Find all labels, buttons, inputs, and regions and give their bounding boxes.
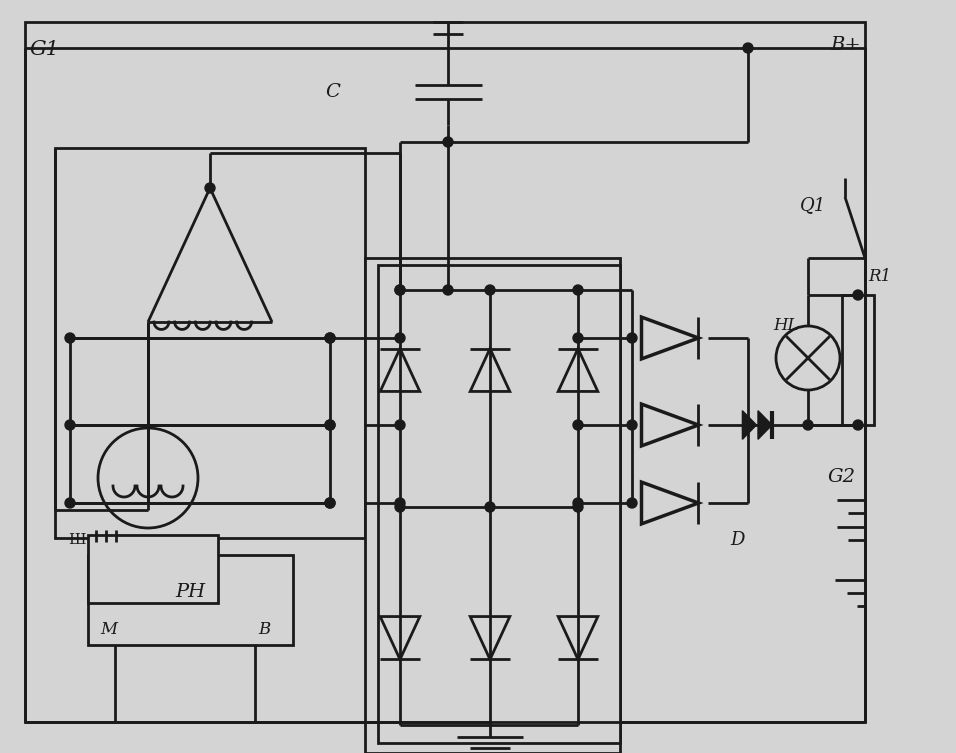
Circle shape — [573, 498, 583, 508]
Circle shape — [485, 285, 495, 295]
Polygon shape — [743, 410, 756, 439]
Circle shape — [573, 285, 583, 295]
Circle shape — [395, 498, 405, 508]
Circle shape — [853, 290, 863, 300]
Circle shape — [395, 285, 405, 295]
Circle shape — [627, 498, 637, 508]
Text: G2: G2 — [828, 468, 856, 486]
Circle shape — [325, 333, 335, 343]
Bar — [842, 295, 874, 425]
Circle shape — [395, 420, 405, 430]
Circle shape — [803, 420, 813, 430]
Text: HL: HL — [773, 316, 798, 334]
Circle shape — [627, 333, 637, 343]
Circle shape — [395, 502, 405, 512]
Bar — [378, 265, 620, 743]
Text: Q1: Q1 — [800, 196, 826, 214]
Circle shape — [65, 498, 75, 508]
Circle shape — [743, 420, 753, 430]
Text: B: B — [258, 621, 271, 639]
Circle shape — [325, 420, 335, 430]
Circle shape — [573, 420, 583, 430]
Text: G1: G1 — [30, 40, 60, 59]
Text: M: M — [100, 621, 117, 639]
Circle shape — [205, 183, 215, 193]
Circle shape — [325, 498, 335, 508]
Polygon shape — [758, 410, 772, 439]
Circle shape — [325, 333, 335, 343]
Circle shape — [395, 333, 405, 343]
Bar — [88, 555, 293, 645]
Circle shape — [573, 502, 583, 512]
Text: B+: B+ — [830, 36, 860, 54]
Circle shape — [65, 333, 75, 343]
Text: РН: РН — [175, 583, 206, 601]
Circle shape — [743, 43, 753, 53]
Bar — [88, 535, 218, 603]
Circle shape — [573, 333, 583, 343]
Text: Ш: Ш — [68, 533, 85, 547]
Text: D: D — [730, 531, 745, 549]
Bar — [55, 148, 365, 538]
Circle shape — [485, 502, 495, 512]
Text: C: C — [325, 83, 340, 101]
Circle shape — [325, 498, 335, 508]
Circle shape — [853, 420, 863, 430]
Circle shape — [395, 285, 405, 295]
Circle shape — [627, 420, 637, 430]
Bar — [25, 22, 865, 722]
Bar — [365, 258, 620, 753]
Text: R1: R1 — [868, 268, 891, 285]
Circle shape — [65, 420, 75, 430]
Circle shape — [443, 285, 453, 295]
Circle shape — [443, 137, 453, 147]
Circle shape — [325, 420, 335, 430]
